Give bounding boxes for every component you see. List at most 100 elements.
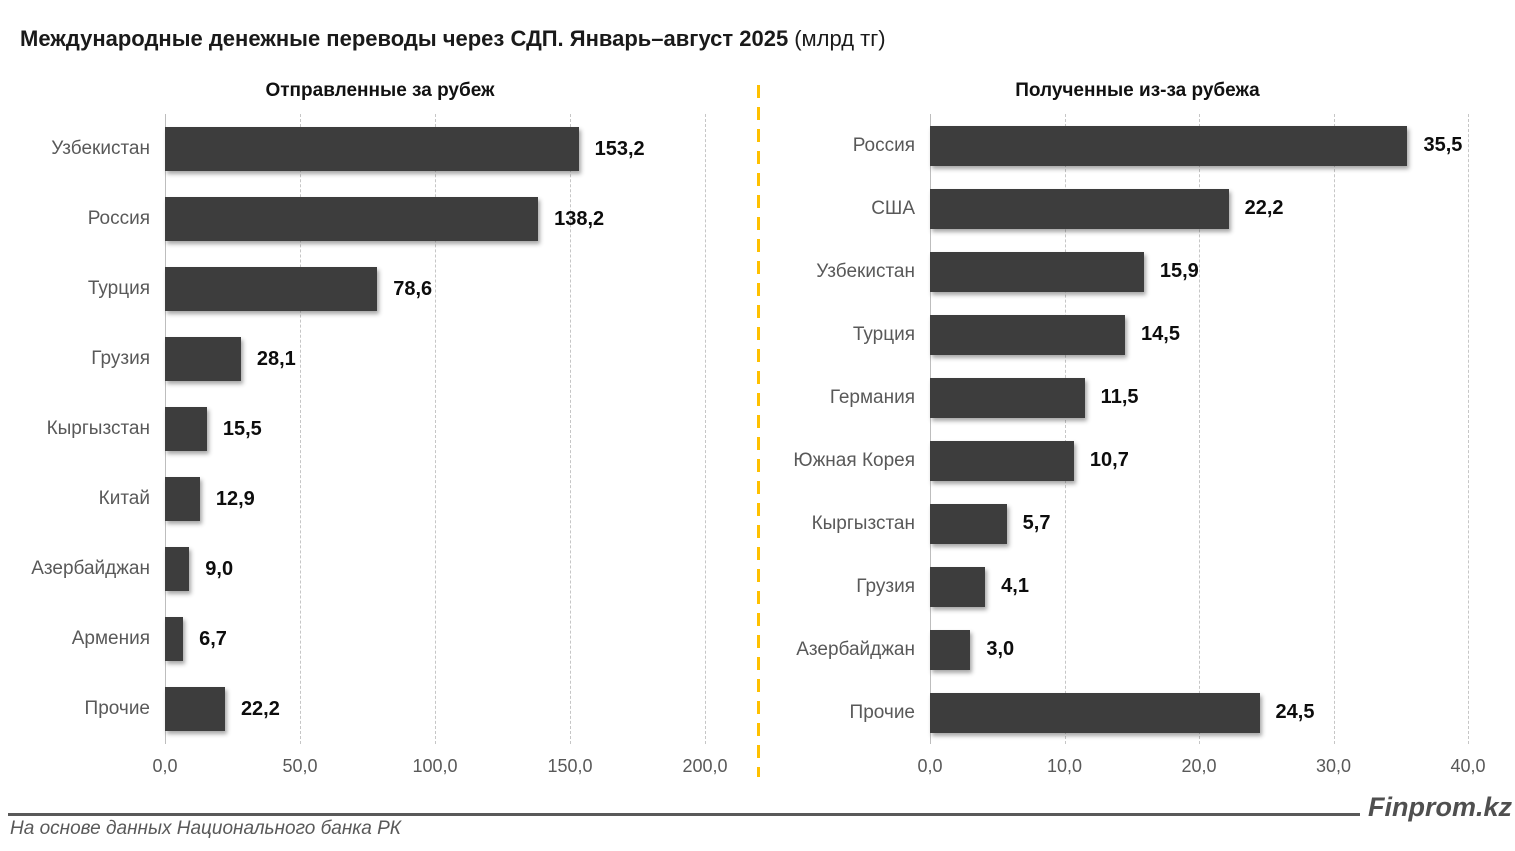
x-axis-sent: 0,0 50,0 100,0 150,0 200,0: [152, 744, 727, 780]
bar-row: Россия 35,5: [775, 114, 1500, 177]
bar: [930, 503, 1007, 544]
x-tick-label: 200,0: [682, 756, 728, 776]
bar-zone: 3,0: [930, 629, 1468, 670]
bar-zone: 22,2: [165, 687, 705, 731]
value-label: 9,0: [205, 557, 234, 580]
panel-divider-dashed-line: [757, 85, 760, 777]
value-label: 4,1: [1001, 575, 1029, 597]
bar-row: Россия 138,2: [15, 184, 745, 254]
bar-row: Узбекистан 153,2: [15, 114, 745, 184]
bar-rows-sent: Узбекистан 153,2 Россия 138,2 Турция 78,6 Груз…: [15, 114, 745, 744]
x-tick-label: 30,0: [1315, 756, 1352, 776]
footer-line: [8, 813, 1360, 816]
bar: [165, 477, 200, 521]
bar-row: Прочие 22,2: [15, 674, 745, 744]
value-label: 28,1: [256, 347, 296, 370]
x-tick-label: 150,0: [547, 756, 593, 776]
bar-zone: 153,2: [165, 127, 705, 171]
gridline: [435, 114, 436, 744]
value-label: 12,9: [215, 487, 255, 510]
category-label: Грузия: [856, 575, 915, 597]
category-label: Азербайджан: [796, 638, 915, 660]
gridline: [1199, 114, 1200, 744]
bar-row: Китай 12,9: [15, 464, 745, 534]
category-label: Армения: [71, 628, 150, 649]
gridline: [300, 114, 301, 744]
bar-row: Прочие 24,5: [775, 681, 1500, 744]
bar: [165, 547, 190, 591]
bar: [165, 197, 539, 241]
bar-zone: 4,1: [930, 566, 1468, 607]
bar-zone: 138,2: [165, 197, 705, 241]
category-label: Южная Корея: [793, 449, 915, 471]
value-label: 3,0: [986, 638, 1015, 660]
value-label: 10,7: [1089, 449, 1129, 471]
bar-zone: 22,2: [930, 188, 1468, 229]
bar: [930, 188, 1229, 229]
bar: [165, 337, 241, 381]
chart-subtitle-received: Полученные из-за рубежа: [1015, 80, 1260, 101]
value-label: 15,9: [1159, 260, 1199, 282]
bar: [930, 314, 1126, 355]
gridline: [1468, 114, 1469, 744]
plot-area-sent: Узбекистан 153,2 Россия 138,2 Турция 78,6 Груз…: [15, 114, 745, 780]
bar-row: Армения 6,7: [15, 604, 745, 674]
gridline: [1333, 114, 1335, 744]
category-label: Прочие: [849, 701, 915, 723]
category-label: Узбекистан: [51, 138, 150, 159]
footer: Finprom.kz: [8, 792, 1512, 823]
page-title: Международные денежные переводы через СД…: [20, 26, 886, 52]
bar-row: Узбекистан 15,9: [775, 240, 1500, 303]
bar-zone: 28,1: [165, 337, 705, 381]
value-label: 15,5: [222, 417, 262, 440]
category-label: Грузия: [91, 348, 150, 369]
x-tick-label: 40,0: [1450, 756, 1486, 776]
bar: [165, 127, 579, 171]
category-label: Азербайджан: [31, 558, 150, 579]
x-tick-label: 50,0: [282, 756, 318, 776]
bar-zone: 35,5: [930, 125, 1468, 166]
y-axis-line: [930, 114, 931, 744]
bar: [165, 407, 207, 451]
chart-received-abroad: Полученные из-за рубежа Россия 35,5 США 22,…: [775, 80, 1500, 780]
bar: [930, 692, 1260, 733]
gridline: [570, 114, 571, 744]
bar: [930, 377, 1085, 418]
bar: [930, 566, 986, 607]
value-label: 11,5: [1100, 386, 1139, 408]
category-label: Россия: [87, 208, 150, 229]
bar-zone: 5,7: [930, 503, 1468, 544]
bar-zone: 12,9: [165, 477, 705, 521]
gridline: [705, 114, 706, 744]
category-label: Узбекистан: [816, 260, 915, 282]
value-label: 35,5: [1423, 134, 1463, 156]
bar-row: Кыргызстан 5,7: [775, 492, 1500, 555]
x-axis-received: 0,0 10,0 20,0 30,0 40,0: [917, 744, 1485, 780]
category-label: Кыргызстан: [46, 418, 150, 439]
chart-subtitle-sent: Отправленные за рубеж: [265, 80, 495, 101]
bar-zone: 15,9: [930, 251, 1468, 292]
chart-sent-abroad: Отправленные за рубеж Узбекистан 153,2 Рос…: [15, 80, 745, 780]
finprom-logo: Finprom.kz: [1367, 792, 1512, 822]
bar: [930, 440, 1074, 481]
bar-row: Турция 14,5: [775, 303, 1500, 366]
bar: [930, 125, 1408, 166]
page-title-unit: (млрд тг): [794, 26, 886, 51]
bar: [165, 687, 225, 731]
bar-row: Азербайджан 3,0: [775, 618, 1500, 681]
bar-zone: 6,7: [165, 617, 705, 661]
bar-row: Кыргызстан 15,5: [15, 394, 745, 464]
bar-zone: 10,7: [930, 440, 1468, 481]
bar-row: Южная Корея 10,7: [775, 429, 1500, 492]
category-label: Прочие: [84, 698, 150, 719]
bar: [165, 617, 184, 661]
bar-zone: 24,5: [930, 692, 1468, 733]
bar-row: Грузия 4,1: [775, 555, 1500, 618]
bar-rows-received: Россия 35,5 США 22,2 Узбекистан 15,9 Турция 14,…: [775, 114, 1500, 744]
x-tick-label: 20,0: [1181, 756, 1217, 776]
bar-zone: 11,5: [930, 377, 1468, 418]
category-label: Германия: [829, 386, 915, 408]
bar: [930, 629, 971, 670]
value-label: 24,5: [1275, 701, 1315, 723]
bar-zone: 14,5: [930, 314, 1468, 355]
